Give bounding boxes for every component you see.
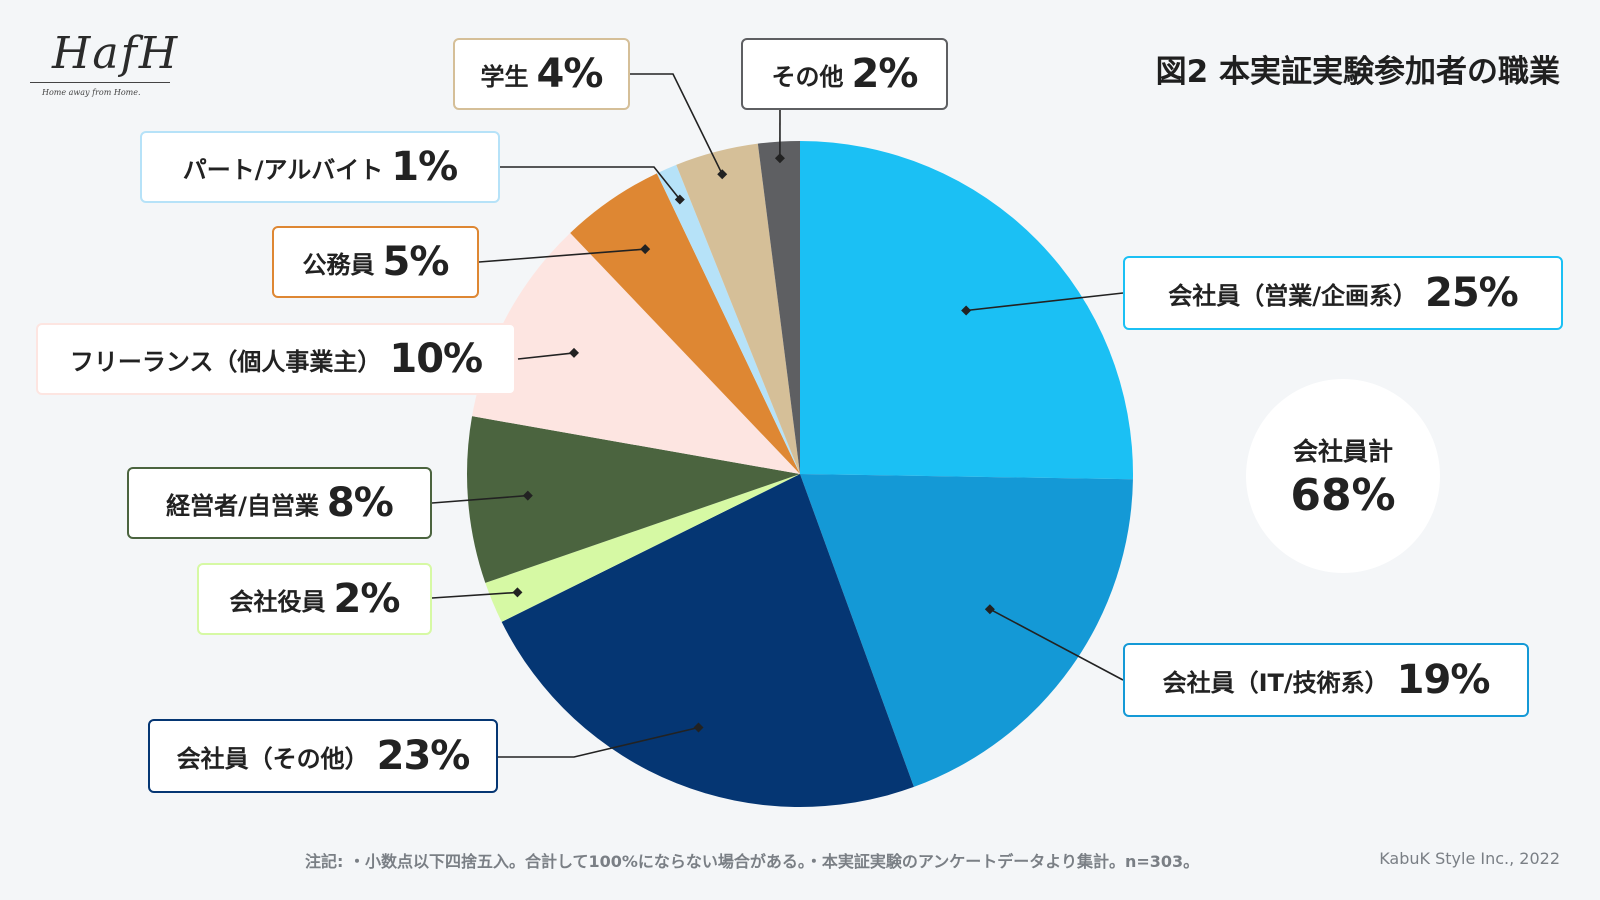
leader-line-freelance (517, 352, 575, 360)
label-civil-servant-value: 5% (382, 239, 450, 285)
leader-anchor-civil (640, 244, 651, 255)
label-manager-text: 経営者/自営業 (166, 491, 319, 520)
label-manager-value: 8% (326, 480, 394, 526)
pie-slices (467, 141, 1134, 808)
leader-anchor-freelance (568, 347, 579, 358)
pie-slice-civil (570, 173, 800, 474)
label-sales-text: 会社員（営業/企画系） (1168, 281, 1417, 310)
leader-anchor-sales (961, 305, 972, 316)
leader-anchor-it (984, 604, 995, 615)
label-it-value: 19% (1396, 657, 1491, 703)
label-other: その他 2% (741, 38, 948, 110)
pie-slice-officer (485, 474, 800, 622)
leader-line-student (630, 73, 723, 175)
leader-line-sales (966, 292, 1124, 312)
label-it: 会社員（IT/技術系） 19% (1123, 643, 1529, 717)
label-other-text: その他 (771, 62, 844, 91)
label-sales: 会社員（営業/企画系） 25% (1123, 256, 1563, 330)
credit: KabuK Style Inc., 2022 (1379, 849, 1560, 868)
leader-anchor-student (717, 169, 728, 180)
logo-text: HafH (52, 28, 180, 79)
label-sales-value: 25% (1425, 270, 1519, 316)
employee-total-label: 会社員計 (1292, 436, 1393, 466)
logo-divider (30, 82, 170, 83)
leader-anchor-other_emp (693, 722, 704, 733)
pie-slice-other_emp (501, 474, 914, 808)
label-part-time-text: パート/アルバイト (182, 155, 384, 184)
leader-line-other_emp (498, 726, 699, 758)
label-civil-servant: 公務員 5% (272, 226, 479, 298)
label-officer-text: 会社役員 (229, 587, 326, 616)
leader-anchor-manager (522, 490, 533, 501)
label-student: 学生 4% (453, 38, 630, 110)
label-civil-servant-text: 公務員 (302, 250, 375, 279)
pie-slice-it (800, 474, 1133, 787)
leader-anchor-parttime (674, 194, 685, 205)
label-officer-value: 2% (333, 576, 401, 622)
footnote: 注記: ・小数点以下四捨五入。合計して100%にならない場合がある。・本実証実験… (305, 852, 1200, 871)
label-other-value: 2% (851, 51, 919, 97)
pie-slice-student (676, 143, 800, 474)
label-it-text: 会社員（IT/技術系） (1162, 668, 1389, 697)
employee-total-value: 68% (1290, 469, 1396, 521)
leader-line-parttime (500, 166, 681, 200)
leader-lines (431, 73, 1124, 758)
leader-line-manager (431, 494, 528, 504)
leader-anchor-other (774, 153, 785, 164)
leader-line-civil (478, 248, 646, 263)
pie-slice-other (757, 141, 800, 474)
label-part-time: パート/アルバイト 1% (140, 131, 500, 203)
label-officer: 会社役員 2% (197, 563, 432, 635)
employee-total-badge: 会社員計 68% (1246, 379, 1440, 573)
label-freelance-value: 10% (389, 336, 483, 382)
pie-slice-manager (467, 416, 800, 583)
label-manager: 経営者/自営業 8% (127, 467, 432, 539)
label-part-time-value: 1% (391, 144, 458, 190)
label-freelance: フリーランス（個人事業主） 10% (36, 323, 516, 395)
label-other-employee: 会社員（その他） 23% (148, 719, 498, 793)
leader-anchor-officer (512, 587, 523, 598)
chart-title: 図2 本実証実験参加者の職業 (1155, 54, 1560, 90)
label-student-value: 4% (536, 51, 604, 97)
label-other-employee-value: 23% (376, 733, 471, 779)
label-freelance-text: フリーランス（個人事業主） (69, 347, 382, 376)
leader-line-it (989, 608, 1124, 681)
pie-slice-freelance (472, 233, 800, 474)
label-student-text: 学生 (480, 62, 529, 91)
leader-line-officer (431, 591, 518, 599)
label-other-employee-text: 会社員（その他） (176, 744, 369, 773)
logo-tagline: Home away from Home. (42, 88, 141, 97)
hafh-logo: HafH Home away from Home. (30, 28, 177, 103)
pie-slice-parttime (656, 164, 800, 474)
